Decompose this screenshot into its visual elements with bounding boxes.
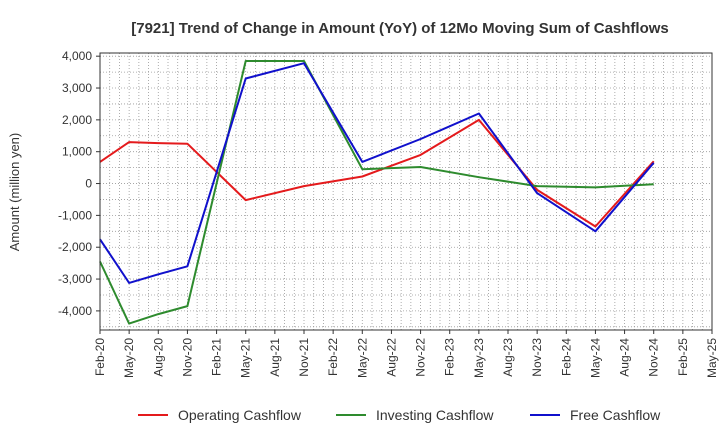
series-line-operating-cashflow: [99, 118, 655, 228]
series-line-investing-cashflow: [99, 60, 654, 325]
y-axis-label: Amount (million yen): [7, 133, 22, 252]
y-tick-label: 0: [85, 177, 92, 191]
y-tick-label: -2,000: [58, 240, 92, 254]
x-tick-label: Nov-21: [297, 338, 311, 377]
legend-label: Operating Cashflow: [178, 407, 302, 423]
x-tick-label: Aug-20: [151, 338, 165, 377]
grid: [100, 53, 712, 330]
legend: Operating Cashflow Investing Cashflow Free…: [138, 407, 661, 423]
x-tick-label: May-20: [122, 338, 136, 378]
x-tick-label: Feb-23: [443, 338, 457, 376]
x-tick-label: May-25: [705, 338, 719, 378]
x-tick-label: Feb-20: [93, 338, 107, 376]
x-tick-label: Nov-24: [647, 338, 661, 377]
legend-item-free-cashflow: Free Cashflow: [530, 407, 661, 423]
y-tick-label: -4,000: [58, 304, 92, 318]
x-tick-label: Nov-22: [414, 338, 428, 377]
y-tick-label: 2,000: [62, 113, 92, 127]
y-tick-label: 3,000: [62, 81, 92, 95]
legend-item-investing-cashflow: Investing Cashflow: [336, 407, 494, 423]
plot-frame: [99, 52, 713, 331]
x-tick-label: Feb-25: [676, 338, 690, 376]
x-tick-label: Feb-24: [559, 338, 573, 376]
chart-title: [7921] Trend of Change in Amount (YoY) o…: [131, 20, 669, 37]
x-tick-label: Feb-21: [210, 338, 224, 376]
legend-label: Free Cashflow: [570, 407, 661, 423]
x-tick-label: May-24: [588, 338, 602, 378]
x-tick-label: Aug-24: [618, 338, 632, 377]
x-tick-label: May-22: [355, 338, 369, 378]
plot-area: [100, 53, 712, 330]
x-tick-label: Aug-21: [268, 338, 282, 377]
x-tick-label: May-21: [239, 338, 253, 378]
y-tick-labels: 4,000 3,000 2,000 1,000 0 -1,000 -2,000 -3,000 -…: [58, 49, 100, 318]
legend-item-operating-cashflow: Operating Cashflow: [138, 407, 302, 423]
y-tick-label: -3,000: [58, 272, 92, 286]
x-tick-label: Nov-20: [180, 338, 194, 377]
x-tick-label: Aug-22: [384, 338, 398, 377]
y-tick-label: -1,000: [58, 208, 92, 222]
x-tick-label: Nov-23: [530, 338, 544, 377]
x-tick-label: Feb-22: [326, 338, 340, 376]
series-line-free-cashflow: [99, 62, 655, 284]
series-lines: [99, 60, 655, 325]
x-tick-labels: Feb-20 May-20 Aug-20 Nov-20 Feb-21 May-21 Aug-…: [93, 330, 719, 378]
x-tick-label: May-23: [472, 338, 486, 378]
y-tick-label: 4,000: [62, 49, 92, 63]
x-tick-label: Aug-23: [501, 338, 515, 377]
y-tick-label: 1,000: [62, 145, 92, 159]
legend-label: Investing Cashflow: [376, 407, 494, 423]
